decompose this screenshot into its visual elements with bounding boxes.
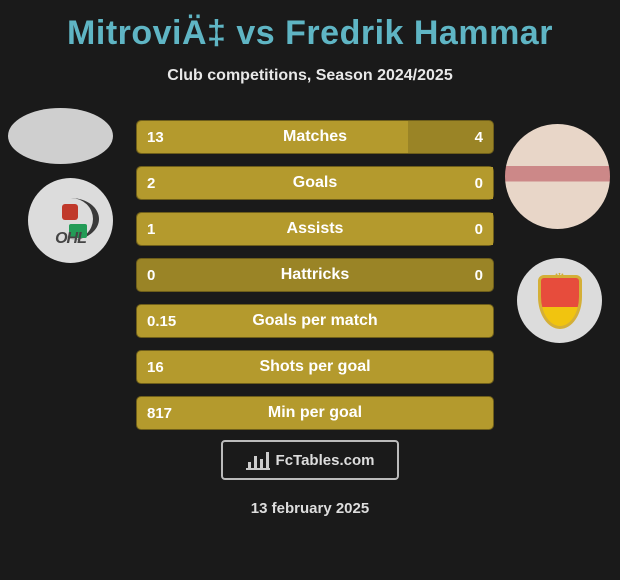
footer-date: 13 february 2025 (0, 500, 620, 517)
stat-label: Goals (137, 167, 493, 199)
stats-bars: 134Matches 20Goals 10Assists 00Hattricks 0.1… (136, 120, 494, 442)
stat-label: Goals per match (137, 305, 493, 337)
chart-icon (246, 450, 270, 470)
stat-bar: 817Min per goal (136, 396, 494, 430)
stat-bar: 16Shots per goal (136, 350, 494, 384)
page-title: MitroviÄ‡ vs Fredrik Hammar (8, 14, 612, 53)
player-avatar-left (8, 108, 113, 164)
stat-label: Matches (137, 121, 493, 153)
club-crest-right: ♛ (517, 258, 602, 343)
club-crest-left: OHL (28, 178, 113, 263)
player-avatar-right (505, 124, 610, 229)
comparison-card: MitroviÄ‡ vs Fredrik Hammar Club competi… (0, 0, 620, 580)
stat-label: Min per goal (137, 397, 493, 429)
brand-badge: FcTables.com (221, 440, 399, 480)
stat-bar: 10Assists (136, 212, 494, 246)
stat-bar: 134Matches (136, 120, 494, 154)
brand-text: FcTables.com (276, 452, 375, 469)
stat-bar: 00Hattricks (136, 258, 494, 292)
shield-icon (538, 275, 582, 329)
club-label-left: OHL (55, 230, 86, 248)
stat-bar: 0.15Goals per match (136, 304, 494, 338)
subtitle: Club competitions, Season 2024/2025 (8, 67, 612, 85)
crest-accent (62, 204, 78, 220)
stat-label: Assists (137, 213, 493, 245)
stat-label: Shots per goal (137, 351, 493, 383)
stat-label: Hattricks (137, 259, 493, 291)
stat-bar: 20Goals (136, 166, 494, 200)
